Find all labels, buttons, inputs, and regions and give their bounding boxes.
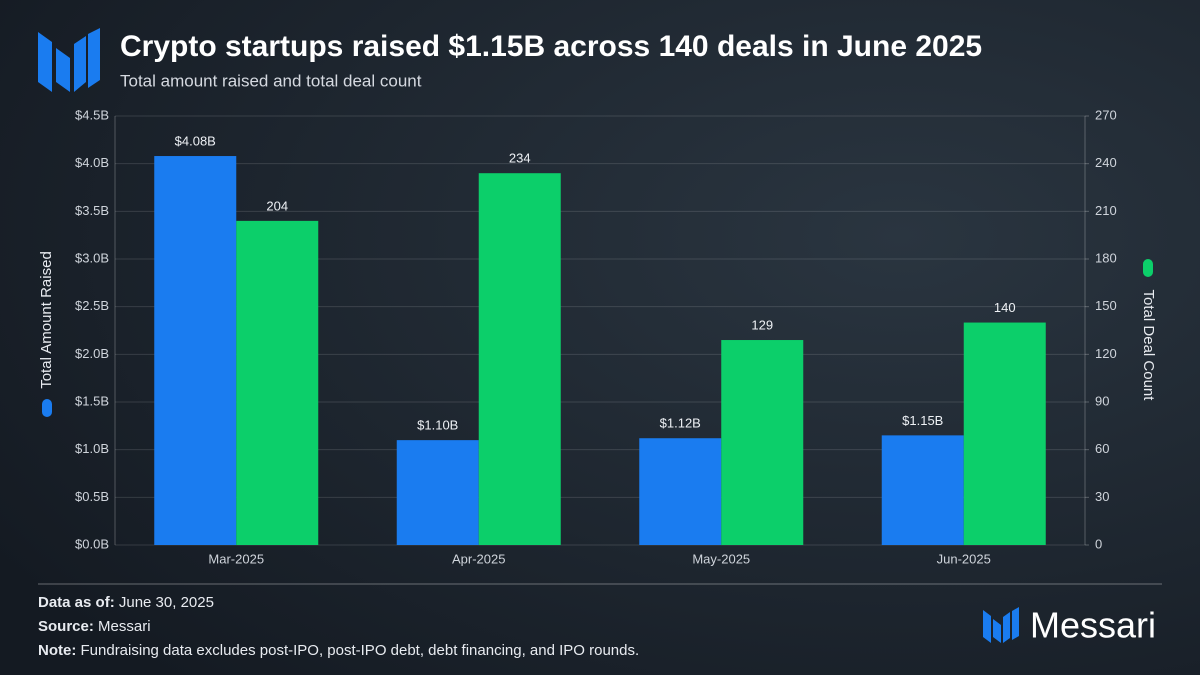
value-label: 234	[509, 151, 531, 166]
y-axis-title: Total Amount Raised	[38, 251, 55, 389]
y2-tick-label: 60	[1095, 441, 1109, 456]
y2-tick-label: 120	[1095, 346, 1117, 361]
value-label: 204	[266, 198, 288, 213]
y2-axis-title: Total Deal Count	[1140, 290, 1157, 402]
footer-label: Note:	[38, 642, 76, 659]
bar	[396, 440, 479, 545]
value-label: $1.12B	[660, 416, 701, 431]
y2-tick-label: 210	[1095, 203, 1117, 218]
brand-logo	[983, 607, 1019, 643]
value-label: $1.15B	[902, 413, 943, 428]
bar	[639, 438, 722, 545]
footer: Data as of: June 30, 2025 Source: Messar…	[38, 594, 639, 659]
y2-tick-label: 180	[1095, 250, 1117, 265]
footer-line: Source: Messari	[38, 618, 151, 635]
bar	[881, 435, 964, 545]
y2-tick-label: 150	[1095, 298, 1117, 313]
footer-label: Data as of:	[38, 594, 115, 611]
x-tick-label: May-2025	[692, 551, 750, 566]
legend-swatch	[1143, 259, 1153, 277]
chart-title: Crypto startups raised $1.15B across 140…	[120, 30, 982, 63]
y2-tick-label: 30	[1095, 489, 1109, 504]
y-tick-label: $0.5B	[75, 489, 109, 504]
footer-line: Note: Fundraising data excludes post-IPO…	[38, 642, 639, 659]
value-label: 140	[994, 300, 1016, 315]
y-tick-label: $1.5B	[75, 393, 109, 408]
value-label: 129	[751, 317, 773, 332]
y-tick-label: $3.0B	[75, 250, 109, 265]
y2-tick-label: 90	[1095, 393, 1109, 408]
y-tick-label: $4.5B	[75, 107, 109, 122]
legend-swatch	[42, 399, 52, 417]
x-tick-label: Mar-2025	[208, 551, 264, 566]
y-tick-label: $3.5B	[75, 203, 109, 218]
bar	[478, 173, 561, 545]
y-tick-label: $2.0B	[75, 346, 109, 361]
y-tick-label: $4.0B	[75, 155, 109, 170]
y-tick-label: $2.5B	[75, 298, 109, 313]
value-label: $1.10B	[417, 418, 458, 433]
x-tick-label: Apr-2025	[452, 551, 505, 566]
footer-text: Messari	[98, 618, 151, 635]
bar	[154, 156, 237, 546]
bar	[721, 340, 804, 545]
footer-text: Fundraising data excludes post-IPO, post…	[81, 642, 640, 659]
footer-label: Source:	[38, 618, 94, 635]
brand-name: Messari	[1030, 605, 1156, 646]
chart-subtitle: Total amount raised and total deal count	[120, 71, 422, 90]
logo	[38, 28, 100, 92]
y2-tick-label: 270	[1095, 107, 1117, 122]
value-label: $4.08B	[175, 133, 216, 148]
y-tick-label: $1.0B	[75, 441, 109, 456]
y2-tick-label: 240	[1095, 155, 1117, 170]
footer-line: Data as of: June 30, 2025	[38, 594, 214, 611]
y2-tick-label: 0	[1095, 536, 1102, 551]
bar	[963, 322, 1046, 545]
x-tick-label: Jun-2025	[937, 551, 991, 566]
bar	[236, 220, 319, 545]
footer-text: June 30, 2025	[119, 594, 214, 611]
y-tick-label: $0.0B	[75, 536, 109, 551]
